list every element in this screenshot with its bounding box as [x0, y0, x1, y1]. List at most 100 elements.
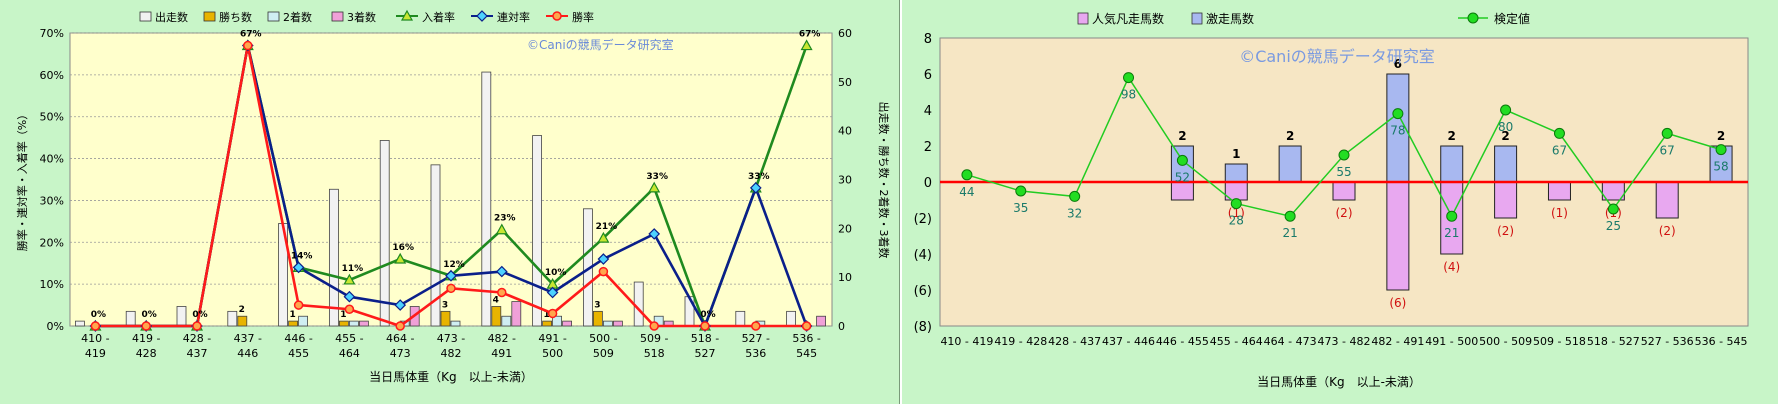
point-連対率 [292, 261, 305, 274]
x-tick-label: 428 - 437 [1048, 335, 1101, 348]
positive-label: 2 [1178, 129, 1186, 143]
count-label: 4 [493, 295, 499, 305]
value-label: 78 [1390, 124, 1405, 138]
bar-勝ち数 [288, 320, 299, 327]
x-tick-label: 482 - 491 [1371, 335, 1424, 348]
y-tick-label: (6) [914, 284, 932, 299]
value-label: 21 [1444, 226, 1459, 240]
bar-3着数 [358, 320, 369, 327]
point-連対率 [394, 299, 407, 311]
right-tick-label: 40 [838, 125, 852, 138]
bar-2着数 [552, 315, 562, 327]
x-tick-label: 419 [85, 347, 106, 360]
plot-area [69, 32, 833, 327]
left-tick-label: 40% [40, 153, 64, 166]
negative-label: (2) [1336, 206, 1353, 220]
point-連対率 [495, 265, 508, 278]
y-tick-label: 2 [924, 140, 932, 155]
point-勝率 [141, 321, 151, 331]
bar-出走数 [379, 140, 390, 327]
bar-激走馬数 [1440, 145, 1464, 183]
y-tick-label: 6 [924, 68, 932, 83]
bar-出走数 [125, 310, 136, 327]
x-tick-label: 446 [237, 347, 258, 360]
x-tick-label: 419 - 428 [994, 335, 1047, 348]
value-label: 67 [1660, 143, 1675, 157]
point-連対率 [343, 290, 356, 303]
x-tick-label: 446 - [284, 332, 312, 345]
x-tick-label: 527 [695, 347, 716, 360]
negative-label: (2) [1497, 224, 1514, 238]
y-tick-label: (2) [914, 212, 932, 227]
legend-swatch [1191, 12, 1203, 25]
x-tick-label: 509 - 518 [1533, 335, 1586, 348]
legend-label: 3着数 [347, 10, 376, 24]
bar-出走数 [430, 164, 441, 327]
bar-勝ち数 [491, 306, 502, 327]
point-検定値 [1176, 154, 1188, 166]
point-検定値 [1661, 127, 1673, 139]
legend-label: 勝率 [572, 10, 594, 24]
positive-label: 1 [1232, 147, 1240, 161]
point-勝率 [649, 321, 659, 331]
x-tick-label: 536 [745, 347, 766, 360]
count-label: 1 [340, 310, 346, 320]
x-tick-label: 482 [441, 347, 462, 360]
point-連対率 [597, 253, 610, 265]
bar-激走馬数 [1278, 145, 1302, 183]
point-label: 67% [799, 30, 821, 40]
right-tick-label: 30 [838, 174, 852, 187]
bar-激走馬数 [1494, 145, 1518, 183]
left-tick-label: 70% [40, 27, 64, 40]
point-勝率 [293, 300, 304, 310]
y-tick-label: (8) [914, 320, 932, 335]
x-tick-label: 509 [593, 347, 614, 360]
point-検定値 [1607, 203, 1619, 215]
bar-出走数 [633, 281, 644, 327]
bar-人気凡走馬数 [1494, 181, 1518, 219]
x-tick-label: 536 - [792, 332, 820, 345]
right-axis-title: 出走数・勝ち数・2着数・3着数 [877, 102, 891, 259]
x-tick-label: 473 - [437, 332, 465, 345]
bar-出走数 [75, 320, 85, 327]
point-検定値 [1446, 210, 1458, 222]
bar-出走数 [176, 306, 187, 327]
x-tick-label: 473 [390, 347, 411, 360]
count-label: 1 [543, 310, 549, 320]
point-勝率 [497, 287, 507, 298]
x-tick-label: 455 [288, 347, 309, 360]
point-勝率 [243, 40, 253, 51]
point-検定値 [961, 169, 973, 181]
bar-人気凡走馬数 [1547, 181, 1571, 201]
x-tick-label: 545 [796, 347, 817, 360]
bar-2着数 [501, 315, 512, 327]
legend-swatch [203, 11, 216, 22]
left-tick-label: 30% [40, 194, 64, 207]
x-tick-label: 473 - 482 [1318, 335, 1371, 348]
x-tick-label: 419 - [132, 332, 160, 345]
point-勝率 [395, 321, 405, 331]
bar-出走数 [786, 310, 796, 327]
point-連対率 [445, 269, 457, 282]
x-tick-label: 464 - [386, 332, 414, 345]
x-tick-label: 482 - [488, 332, 516, 345]
point-勝率 [801, 321, 812, 331]
negative-label: (6) [1389, 296, 1406, 310]
bar-激走馬数 [1224, 163, 1248, 183]
bar-勝ち数 [440, 310, 451, 327]
value-label: 35 [1013, 201, 1028, 215]
x-tick-label: 491 - 500 [1425, 335, 1478, 348]
bar-2着数 [450, 320, 461, 327]
x-tick-label: 527 - 536 [1641, 335, 1694, 348]
bar-2着数 [348, 320, 359, 327]
value-label: 21 [1282, 226, 1297, 240]
x-tick-label: 509 - [640, 332, 668, 345]
point-検定値 [1230, 198, 1242, 210]
value-label: 58 [1713, 160, 1728, 174]
x-tick-label: 527 - [742, 332, 770, 345]
point-勝率 [700, 321, 710, 331]
watermark: ©Caniの競馬データ研究室 [1239, 47, 1435, 66]
x-tick-label: 428 [136, 347, 157, 360]
point-label: 0% [700, 310, 715, 320]
point-連対率 [648, 228, 661, 240]
